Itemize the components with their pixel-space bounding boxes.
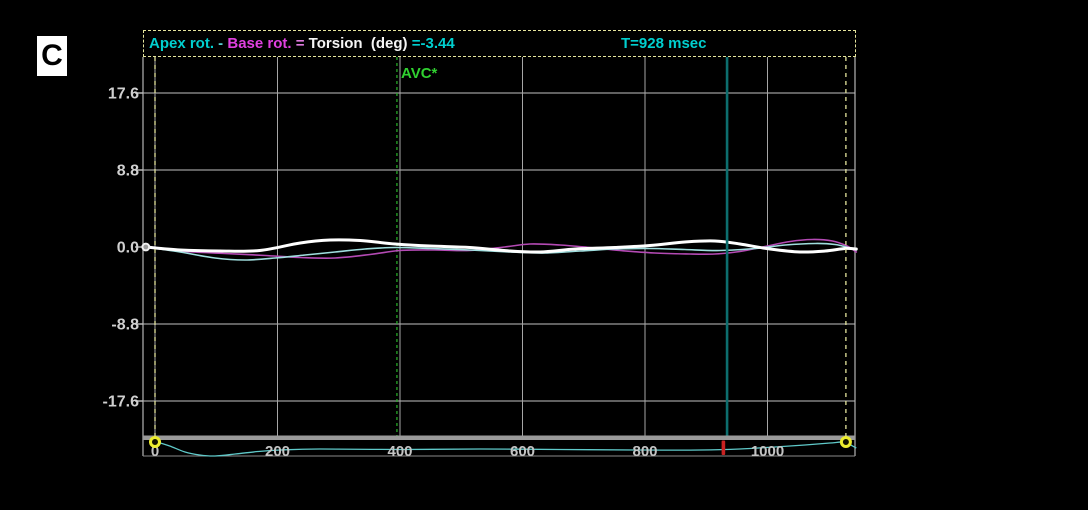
- cycle-start-handle[interactable]: [149, 436, 161, 448]
- title-segment-0: Apex rot.: [149, 35, 215, 52]
- x-tick-label: 1000: [751, 443, 784, 460]
- title-segment-5: =-3.44: [411, 35, 455, 52]
- torsion-curve: [144, 238, 858, 254]
- x-tick-label: 800: [632, 443, 657, 460]
- title-segment-4: Torsion (deg): [308, 35, 412, 52]
- title-segment-1: -: [214, 35, 228, 52]
- y-tick-label: 0.0: [117, 240, 139, 257]
- y-tick-label: 8.8: [117, 163, 139, 180]
- y-tick-label: -8.8: [111, 317, 139, 334]
- panel-label: C: [37, 36, 67, 76]
- curve-start-marker: [141, 242, 151, 252]
- title-segment-2: Base rot.: [227, 35, 292, 52]
- cycle-end-handle[interactable]: [839, 436, 852, 448]
- x-tick-label: 0: [151, 443, 159, 460]
- ecg-trace: [156, 441, 857, 457]
- plot-header: Apex rot. - Base rot. = Torsion (deg) =-…: [143, 30, 856, 57]
- time-readout: T=928 msec: [621, 35, 707, 52]
- plot-title-legend: Apex rot. - Base rot. = Torsion (deg) =-…: [149, 31, 455, 56]
- base-rot-curve: [145, 238, 858, 259]
- y-tick-label: 17.6: [108, 86, 139, 103]
- avc-label: AVC*: [401, 65, 438, 82]
- x-tick-label: 200: [265, 443, 290, 460]
- ecg-strip-top-band: [143, 435, 855, 440]
- x-tick-label: 600: [510, 443, 535, 460]
- x-tick-label: 400: [387, 443, 412, 460]
- title-segment-3: =: [291, 35, 309, 52]
- y-tick-label: -17.6: [103, 394, 140, 411]
- ecg-position-marker[interactable]: [721, 440, 726, 456]
